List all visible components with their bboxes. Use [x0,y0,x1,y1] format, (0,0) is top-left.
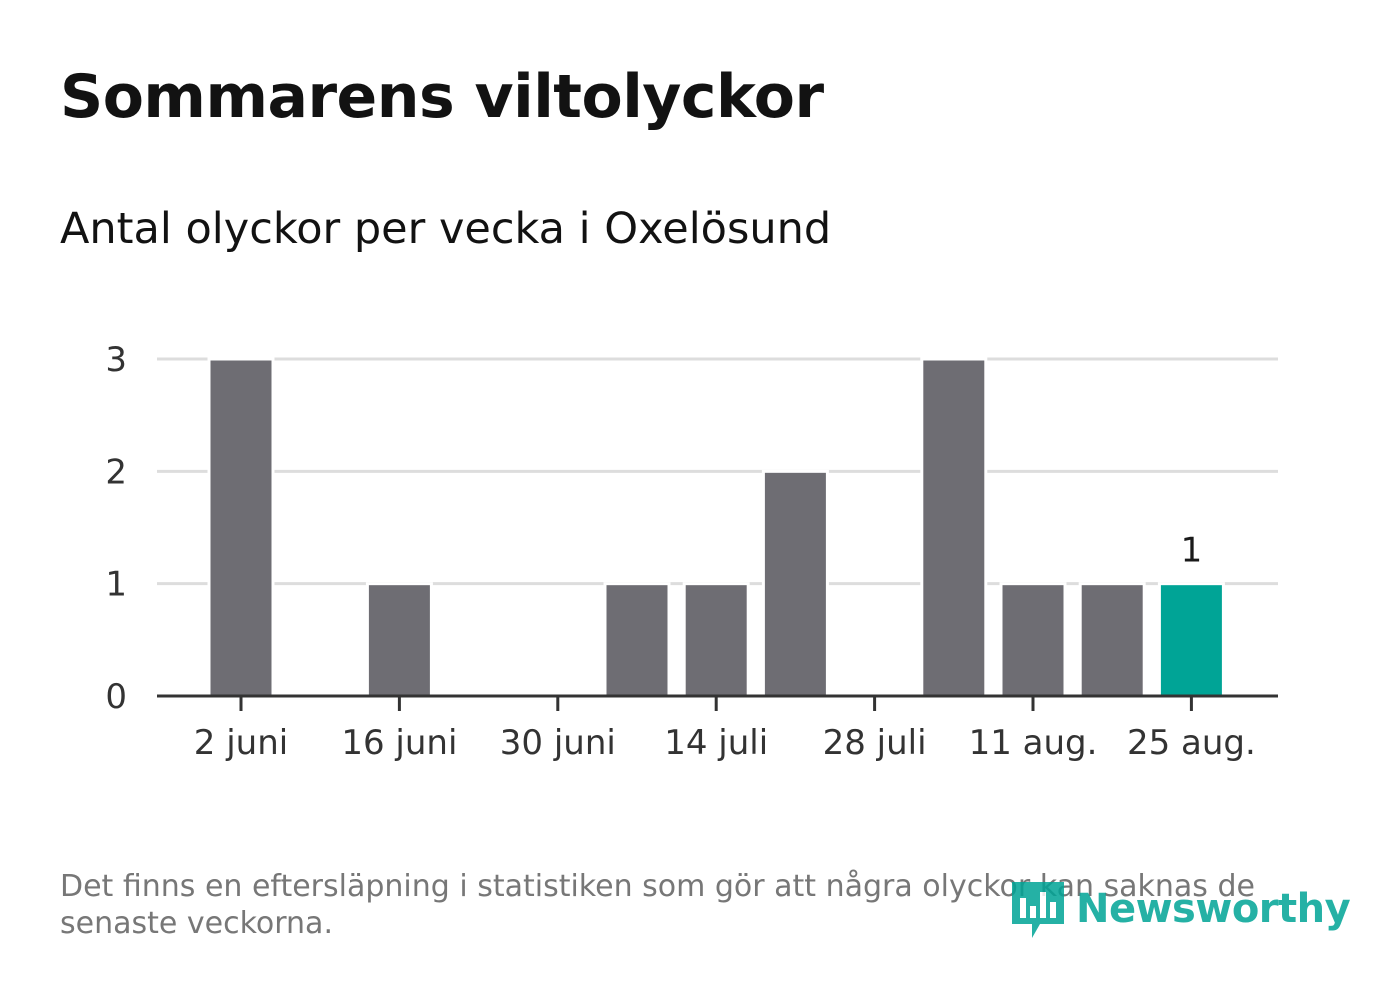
bar [761,469,829,698]
bar [365,582,433,698]
x-tick-label: 25 aug. [1127,723,1256,763]
data-label: 1 [1181,531,1203,571]
y-tick-label: 2 [105,452,127,492]
bar-chart: 0 1 2 3 1 2 juni 16 juni 30 juni 14 juli 28 juli 1… [105,340,1278,763]
x-tick-label: 28 juli [823,723,927,763]
y-tick-label: 3 [105,340,127,380]
x-tick-label: 30 juni [500,723,616,763]
x-tick-label: 2 juni [194,723,288,763]
bar [603,582,671,698]
x-tick-label: 16 juni [341,723,457,763]
bar [999,582,1067,698]
bar [207,357,275,698]
bar [1157,582,1225,698]
y-tick-label: 1 [105,565,127,605]
brand-logo: Newsworthy [1010,876,1351,942]
chart-subtitle: Antal olyckor per vecka i Oxelösund [60,204,832,254]
chart-title: Sommarens viltolyckor [60,62,824,132]
brand-name: Newsworthy [1076,886,1351,932]
y-tick-label: 0 [105,677,127,717]
newsworthy-bar-chart-icon [1012,882,1064,938]
bar [682,582,750,698]
bar [1078,582,1146,698]
bar [920,357,988,698]
x-tick-label: 14 juli [664,723,768,763]
x-tick-label: 11 aug. [969,723,1098,763]
